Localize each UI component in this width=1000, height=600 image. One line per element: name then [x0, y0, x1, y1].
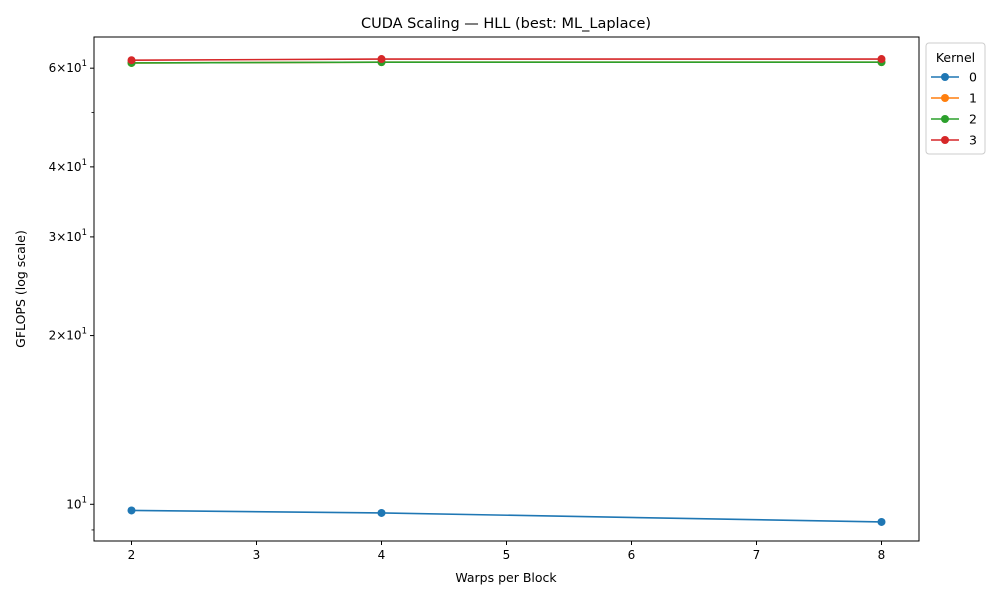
y-tick-label: 6×101	[49, 59, 87, 75]
x-tick-label: 7	[753, 548, 761, 562]
legend-label-3: 3	[969, 133, 977, 148]
x-tick-label: 2	[128, 548, 136, 562]
legend-title: Kernel	[936, 50, 975, 65]
legend-marker-2	[941, 115, 949, 123]
series-line-0	[131, 509, 882, 523]
series-line-3	[131, 58, 882, 61]
x-tick-label: 5	[503, 548, 511, 562]
y-tick-label: 101	[66, 495, 87, 511]
series-point-3	[377, 55, 386, 64]
x-tick-label: 3	[253, 548, 261, 562]
series-point-0	[877, 517, 886, 526]
legend: Kernel 0 1 2 3	[925, 42, 986, 155]
legend-marker-3	[941, 136, 949, 144]
series-point-0	[377, 508, 386, 517]
y-axis-label: GFLOPS (log scale)	[13, 230, 28, 348]
legend-marker-1	[941, 94, 949, 102]
x-tick-label: 6	[628, 548, 636, 562]
x-axis-ticks: 2 3 4 5 6 7 8	[128, 541, 886, 562]
y-axis-ticks: 101 2×101 3×101 4×101 6×101	[49, 59, 94, 531]
x-tick-label: 4	[378, 548, 386, 562]
y-tick-label: 2×101	[49, 327, 87, 343]
series-point-3	[127, 56, 136, 65]
x-axis-label: Warps per Block	[455, 570, 557, 585]
x-tick-label: 8	[878, 548, 886, 562]
axes-frame	[93, 36, 920, 542]
series-point-3	[877, 55, 886, 64]
series-line-2	[131, 61, 882, 64]
legend-marker-0	[941, 73, 949, 81]
series-point-0	[127, 506, 136, 515]
legend-label-1: 1	[969, 91, 977, 106]
plot-area	[127, 55, 886, 526]
y-tick-label: 3×101	[49, 228, 87, 244]
legend-label-2: 2	[969, 112, 977, 127]
chart-title: CUDA Scaling — HLL (best: ML_Laplace)	[361, 16, 651, 32]
y-tick-label: 4×101	[49, 158, 87, 174]
legend-label-0: 0	[969, 70, 977, 85]
